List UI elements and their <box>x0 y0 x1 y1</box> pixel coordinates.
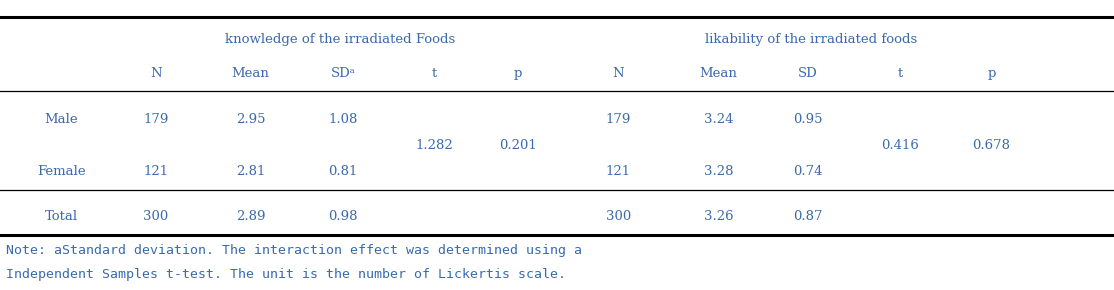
Text: Note: aStandard deviation. The interaction effect was determined using a: Note: aStandard deviation. The interacti… <box>6 244 582 257</box>
Text: p: p <box>514 68 522 80</box>
Text: 1.08: 1.08 <box>329 113 358 126</box>
Text: 2.95: 2.95 <box>236 113 265 126</box>
Text: t: t <box>432 68 437 80</box>
Text: N: N <box>613 68 624 80</box>
Text: Independent Samples t-test. The unit is the number of Lickertis scale.: Independent Samples t-test. The unit is … <box>6 268 566 280</box>
Text: 0.95: 0.95 <box>793 113 822 126</box>
Text: 0.87: 0.87 <box>793 210 822 222</box>
Text: 179: 179 <box>606 113 631 126</box>
Text: 3.26: 3.26 <box>704 210 733 222</box>
Text: p: p <box>987 68 996 80</box>
Text: Total: Total <box>45 210 78 222</box>
Text: 3.24: 3.24 <box>704 113 733 126</box>
Text: 179: 179 <box>144 113 168 126</box>
Text: 3.28: 3.28 <box>704 165 733 178</box>
Text: likability of the irradiated foods: likability of the irradiated foods <box>705 33 917 46</box>
Text: 0.201: 0.201 <box>499 139 537 152</box>
Text: 0.81: 0.81 <box>329 165 358 178</box>
Text: 2.81: 2.81 <box>236 165 265 178</box>
Text: 300: 300 <box>144 210 168 222</box>
Text: 300: 300 <box>606 210 631 222</box>
Text: SD: SD <box>798 68 818 80</box>
Text: N: N <box>150 68 162 80</box>
Text: Male: Male <box>45 113 78 126</box>
Text: 2.89: 2.89 <box>236 210 265 222</box>
Text: 0.416: 0.416 <box>881 139 919 152</box>
Text: SDᵃ: SDᵃ <box>331 68 355 80</box>
Text: Mean: Mean <box>232 68 270 80</box>
Text: t: t <box>898 68 902 80</box>
Text: Female: Female <box>37 165 86 178</box>
Text: 1.282: 1.282 <box>416 139 453 152</box>
Text: 0.98: 0.98 <box>329 210 358 222</box>
Text: knowledge of the irradiated Foods: knowledge of the irradiated Foods <box>225 33 455 46</box>
Text: 0.678: 0.678 <box>973 139 1010 152</box>
Text: 121: 121 <box>606 165 631 178</box>
Text: 0.74: 0.74 <box>793 165 822 178</box>
Text: 121: 121 <box>144 165 168 178</box>
Text: Mean: Mean <box>700 68 737 80</box>
